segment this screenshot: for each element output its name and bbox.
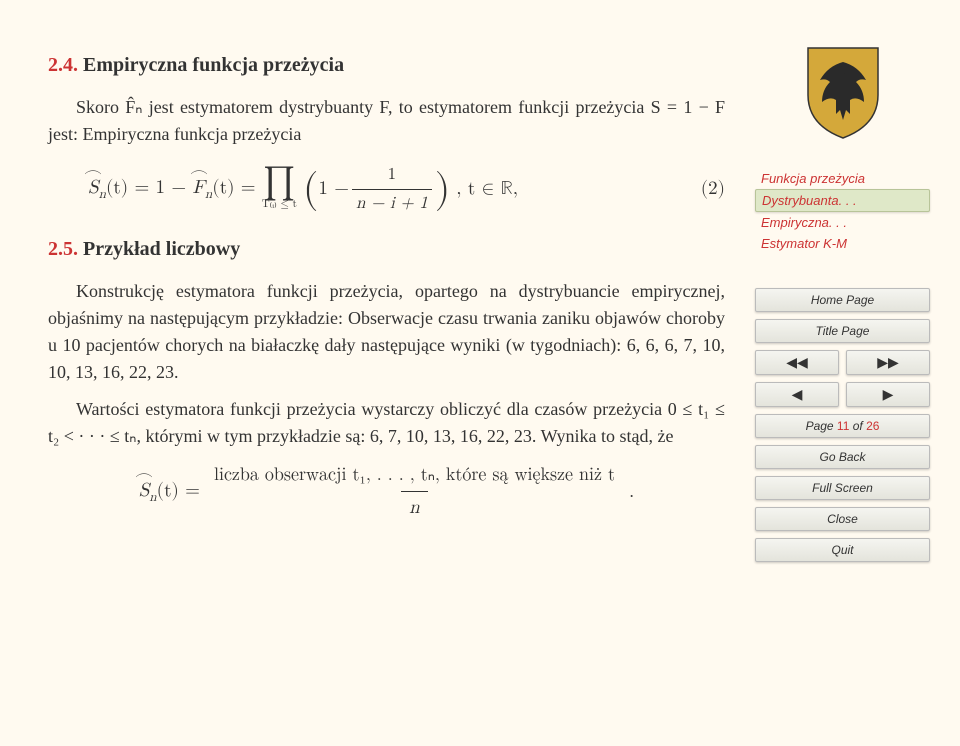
example-title-text: Przykład liczbowy — [83, 238, 240, 260]
equation-number: (2) — [661, 175, 725, 204]
section-title-text: Empiryczna funkcja przeżycia — [83, 54, 344, 76]
nav-next-button[interactable]: ▶ — [846, 382, 930, 407]
logo-container — [755, 40, 930, 140]
nav-last-button[interactable]: ▶▶ — [846, 350, 930, 375]
example-para-2: Wartości estymatora funkcji przeżycia wy… — [48, 396, 725, 450]
final-formula: Sn(t) = liczba obserwacji t₁, . . . , tₙ… — [48, 462, 725, 523]
nav-first-button[interactable]: ◀◀ — [755, 350, 839, 375]
product-symbol: ∏ T₍ᵢ₎ ≤ t — [262, 165, 297, 214]
sidebar: Funkcja przeżyciaDystrybuanta. . .Empiry… — [755, 40, 930, 706]
nav-prev-button[interactable]: ◀ — [755, 382, 839, 407]
section-heading: 2.4. Empiryczna funkcja przeżycia — [48, 50, 725, 80]
example-para-1: Konstrukcję estymatora funkcji przeżycia… — [48, 278, 725, 386]
example-number: 2.5. — [48, 238, 78, 260]
home-page-button[interactable]: Home Page — [755, 288, 930, 312]
go-back-button[interactable]: Go Back — [755, 445, 930, 469]
section-number: 2.4. — [48, 54, 78, 76]
shield-eagle-logo — [798, 40, 888, 140]
intro-paragraph: Skoro F̂ₙ jest estymatorem dystrybuanty … — [48, 94, 725, 148]
toc-dystrybuanta[interactable]: Dystrybuanta. . . — [755, 189, 930, 212]
full-screen-button[interactable]: Full Screen — [755, 476, 930, 500]
quit-button[interactable]: Quit — [755, 538, 930, 562]
page-indicator[interactable]: Page 11 of 26 — [755, 414, 930, 438]
toc-list: Funkcja przeżyciaDystrybuanta. . .Empiry… — [755, 168, 930, 254]
toc-estymator[interactable]: Estymator K-M — [755, 233, 930, 254]
main-content: 2.4. Empiryczna funkcja przeżycia Skoro … — [48, 40, 725, 706]
toc-funkcja[interactable]: Funkcja przeżycia — [755, 168, 930, 189]
example-heading: 2.5. Przykład liczbowy — [48, 234, 725, 264]
close-button[interactable]: Close — [755, 507, 930, 531]
equation-2: Sn(t) = 1 − Fn(t) = ∏ T₍ᵢ₎ ≤ t ( 1 − 1 n… — [48, 162, 725, 216]
toc-empiryczna[interactable]: Empiryczna. . . — [755, 212, 930, 233]
title-page-button[interactable]: Title Page — [755, 319, 930, 343]
nav-group: Home Page Title Page ◀◀ ▶▶ ◀ ▶ Page 11 o… — [755, 288, 930, 562]
